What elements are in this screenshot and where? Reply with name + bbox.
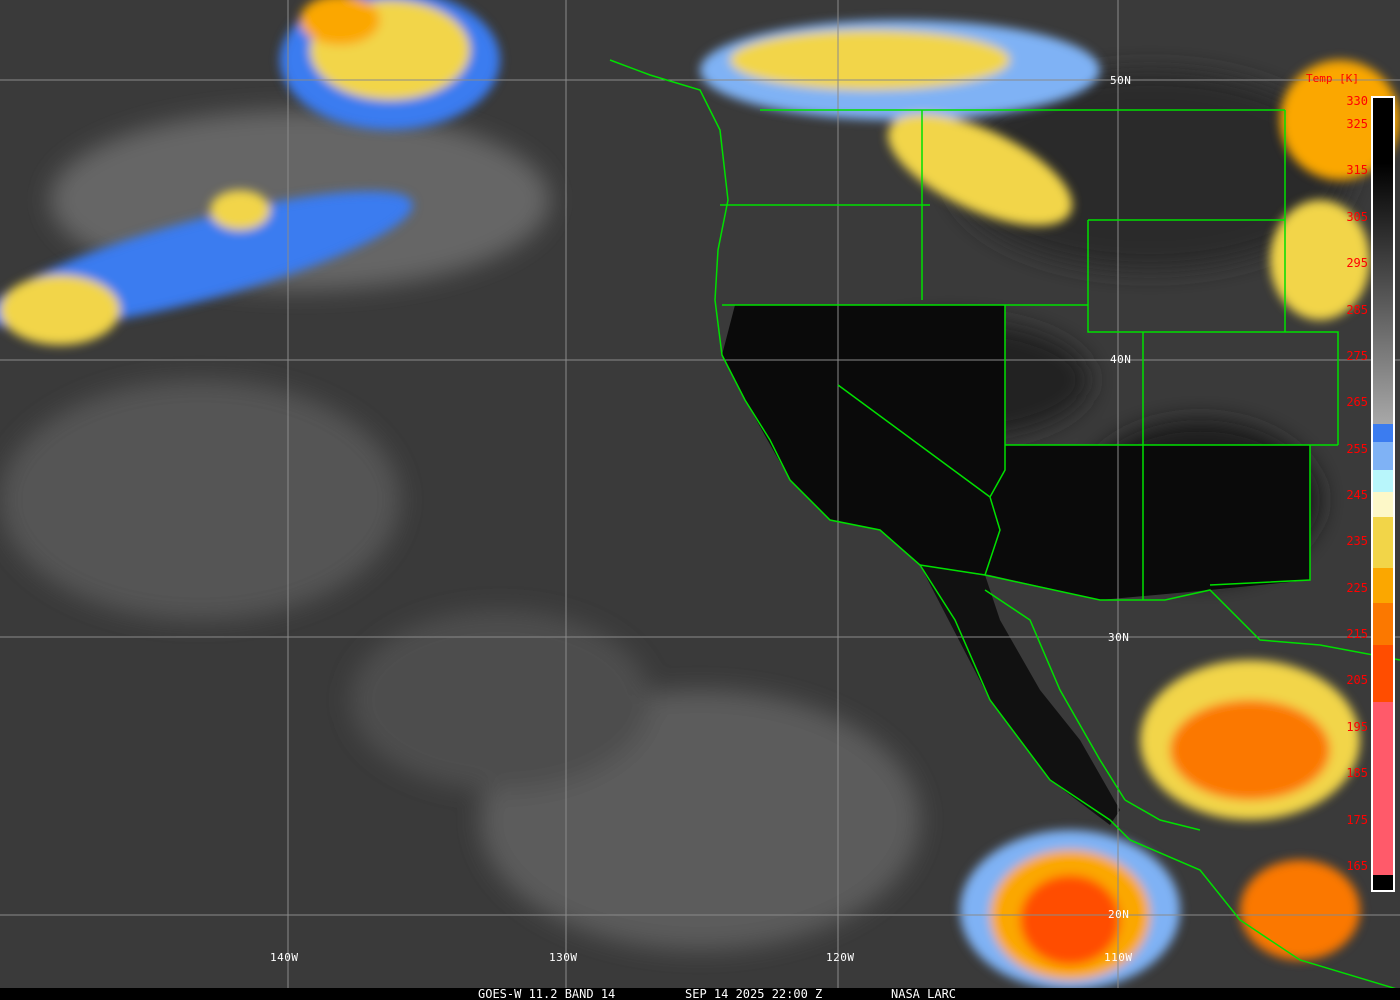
colorbar-tick: 245 [1346, 488, 1368, 502]
us-mexico-border [919, 564, 1400, 661]
colorbar-tick: 255 [1346, 442, 1368, 456]
colorbar-title: Temp [K] [1306, 72, 1359, 85]
coastline [609, 59, 1400, 991]
land-dark [722, 305, 1310, 600]
lon-label-140w: 140W [270, 951, 299, 964]
caption-credit: NASA LARC [891, 987, 957, 1000]
lon-label-120w: 120W [826, 951, 855, 964]
state-borders [720, 110, 1339, 600]
colorbar-tick: 315 [1346, 163, 1368, 177]
colorbar-tick: 165 [1346, 859, 1368, 873]
colorbar-tick: 235 [1346, 534, 1368, 548]
colorbar-tick: 175 [1346, 813, 1368, 827]
colorbar-tick: 285 [1346, 303, 1368, 317]
colorbar-tick: 225 [1346, 581, 1368, 595]
caption-satellite: GOES-W 11.2 BAND 14 [478, 987, 616, 1000]
colorbar-tick: 325 [1346, 117, 1368, 131]
lat-label-20n: 20N [1108, 908, 1130, 921]
colorbar-tick: 185 [1346, 766, 1368, 780]
political-boundaries [609, 59, 1400, 991]
colorbar-tick: 265 [1346, 395, 1368, 409]
lon-label-110w: 110W [1104, 951, 1133, 964]
lat-label-50n: 50N [1110, 74, 1132, 87]
colorbar-tick: 275 [1346, 349, 1368, 363]
colorbar-tick: 205 [1346, 673, 1368, 687]
colorbar-tick: 305 [1346, 210, 1368, 224]
colorbar-tick: 330 [1346, 94, 1368, 108]
lat-label-30n: 30N [1108, 631, 1130, 644]
colorbar-tick: 195 [1346, 720, 1368, 734]
lon-label-130w: 130W [549, 951, 578, 964]
gulf-coast [984, 589, 1201, 831]
colorbar-tick: 215 [1346, 627, 1368, 641]
lat-label-40n: 40N [1110, 353, 1132, 366]
caption-datetime: SEP 14 2025 22:00 Z [685, 987, 823, 1000]
colorbar-tick: 295 [1346, 256, 1368, 270]
caption-bar: GOES-W 11.2 BAND 14 SEP 14 2025 22:00 Z … [0, 988, 1400, 1000]
colorbar [1371, 96, 1395, 892]
baja-land [920, 565, 1120, 825]
